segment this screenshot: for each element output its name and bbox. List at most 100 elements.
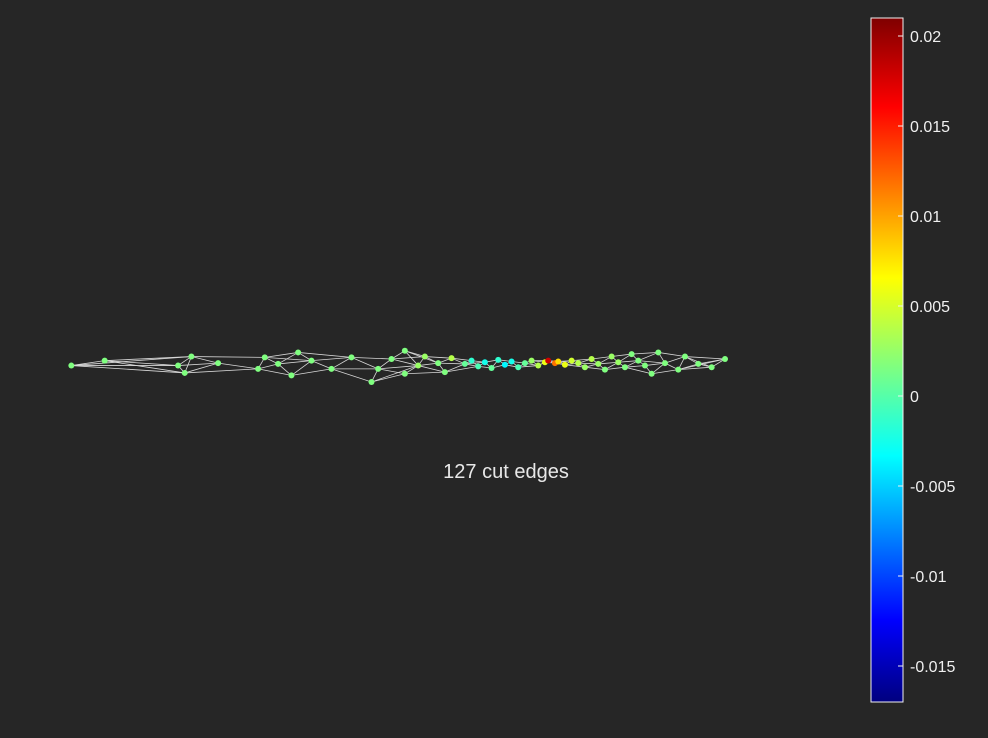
mesh-edge: [104, 356, 192, 362]
colorbar-tick-label: 0.02: [910, 29, 941, 46]
mesh-node: [521, 360, 528, 367]
mesh-node: [461, 360, 468, 367]
mesh-node: [295, 349, 302, 356]
mesh-node: [575, 360, 582, 367]
mesh-node: [421, 353, 428, 360]
mesh-edge: [444, 363, 466, 373]
mesh-edge: [371, 373, 405, 383]
mesh-node: [588, 356, 595, 362]
mesh-edge: [311, 360, 332, 370]
mesh-edge: [331, 357, 352, 370]
mesh-edge: [371, 365, 419, 383]
mesh-edge: [71, 360, 105, 366]
colorbar-tick-label: 0.01: [910, 209, 941, 226]
mesh-edge: [598, 361, 619, 365]
mesh-node: [435, 360, 442, 367]
mesh-edge: [591, 356, 612, 360]
mesh-node: [568, 357, 575, 364]
mesh-node: [655, 349, 662, 356]
mesh-edge: [564, 364, 585, 368]
colorbar-tick-label: 0.005: [910, 299, 950, 316]
mesh-edge: [258, 363, 279, 370]
mesh-node: [561, 361, 568, 368]
mesh-nodes: [68, 347, 728, 385]
mesh-edge: [104, 360, 185, 374]
mesh-edge: [418, 362, 439, 366]
mesh-edge: [638, 352, 659, 362]
mesh-node: [188, 353, 195, 360]
mesh-edge: [291, 360, 312, 376]
mesh-edge: [571, 358, 592, 362]
mesh-node: [675, 366, 682, 373]
colorbar-ticks: 0.02 0.015 0.01 0.005 0 -0.005 -0.01 -0.015: [898, 29, 955, 676]
mesh-edge: [311, 356, 352, 362]
mesh-node: [68, 362, 75, 369]
mesh-node: [495, 356, 502, 363]
mesh-edge: [658, 352, 686, 357]
mesh-edge: [191, 356, 219, 364]
mesh-edge: [444, 365, 479, 373]
colorbar: 0.02 0.015 0.01 0.005 0 -0.005 -0.01 -0.015: [870, 17, 955, 703]
mesh-node: [708, 364, 715, 371]
mesh-edge: [604, 366, 625, 371]
mesh-node: [555, 358, 562, 365]
mesh-node: [328, 365, 335, 372]
mesh-node: [661, 360, 668, 367]
mesh-node: [635, 357, 642, 364]
mesh-node: [348, 354, 355, 361]
mesh-node: [261, 354, 268, 361]
colorbar-tick-label: -0.005: [910, 479, 955, 496]
mesh-node: [375, 365, 382, 372]
mesh-edge: [184, 362, 219, 374]
mesh-node: [695, 360, 702, 367]
colorbar-tick-label: -0.015: [910, 659, 955, 676]
mesh-node: [175, 362, 182, 369]
mesh-edge: [518, 365, 539, 368]
mesh-node: [608, 353, 615, 360]
mesh-node: [628, 351, 635, 358]
mesh-edge: [451, 357, 472, 362]
mesh-edge: [438, 362, 465, 365]
mesh-node: [508, 358, 515, 365]
mesh-node: [615, 359, 622, 366]
cut-edges-annotation: 127 cut edges: [443, 461, 569, 483]
mesh-node: [641, 362, 648, 369]
mesh-edge: [618, 360, 639, 363]
mesh-node: [275, 360, 282, 367]
mesh-edge: [391, 358, 419, 366]
mesh-edge: [351, 356, 392, 360]
mesh-edge: [664, 356, 686, 364]
mesh-edge: [258, 368, 292, 376]
mesh-node: [401, 370, 408, 377]
mesh-node: [215, 360, 222, 367]
mesh-node: [401, 347, 408, 354]
mesh-edge: [404, 350, 419, 366]
mesh-edge: [264, 356, 312, 362]
colorbar-tick-label: 0.015: [910, 119, 950, 136]
mesh-edge: [71, 365, 185, 374]
mesh-node: [515, 364, 522, 371]
mesh-node: [101, 357, 108, 364]
mesh-edge: [418, 365, 445, 373]
mesh-node: [308, 357, 315, 364]
mesh-edge: [351, 356, 379, 370]
mesh-node: [468, 357, 475, 364]
mesh-edge: [71, 356, 192, 366]
mesh-node: [368, 378, 375, 385]
mesh-node: [681, 353, 688, 360]
mesh-edge: [184, 368, 259, 374]
mesh-edge: [404, 350, 439, 364]
mesh-edge: [424, 356, 452, 359]
colorbar-tick-label: 0: [910, 389, 919, 406]
mesh-edge: [291, 368, 332, 376]
mesh-edge: [678, 358, 726, 371]
mesh-edge: [684, 356, 726, 360]
mesh-edge: [298, 352, 352, 358]
mesh-edge: [644, 362, 666, 366]
mesh-node: [441, 369, 448, 376]
mesh-edge: [277, 352, 299, 365]
mesh-node: [595, 360, 602, 367]
mesh-node: [601, 366, 608, 373]
mesh-edge: [611, 353, 632, 357]
